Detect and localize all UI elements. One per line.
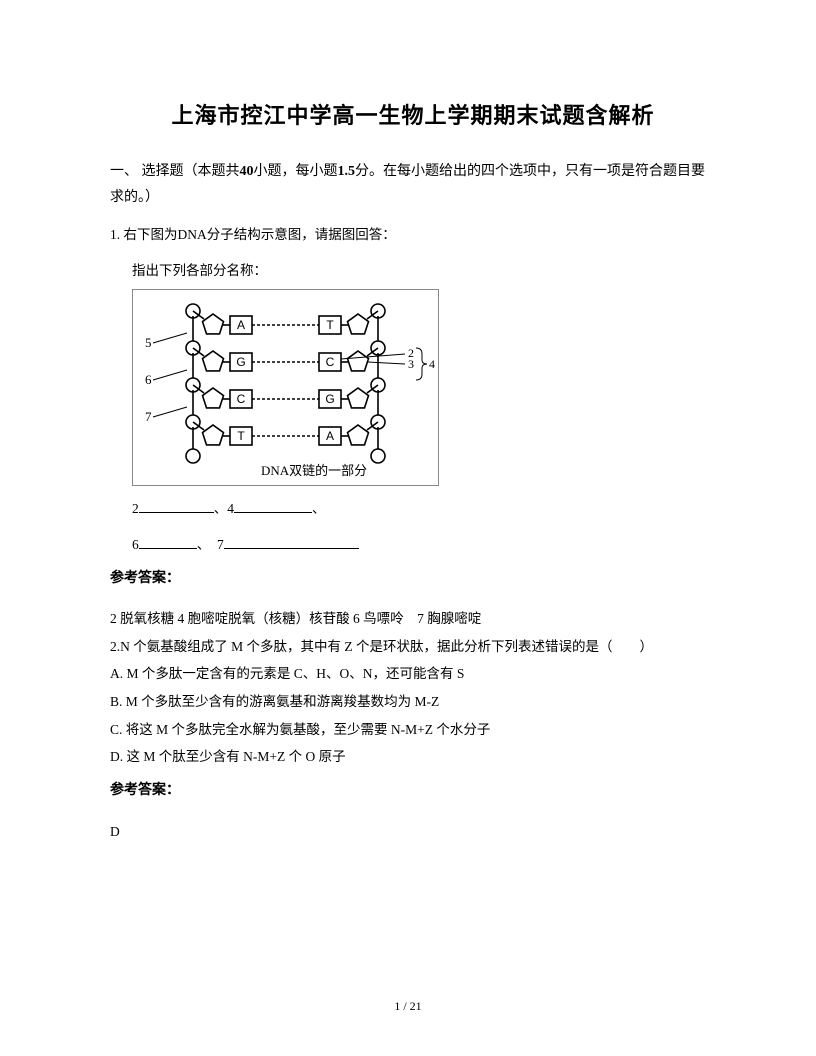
svg-text:T: T <box>326 318 334 332</box>
svg-text:C: C <box>326 355 335 369</box>
q2-answer-label: 参考答案： <box>110 778 716 805</box>
q2-option-d: D. 这 M 个肽至少含有 N-M+Z 个 O 原子 <box>110 744 716 770</box>
section-mid: 小题，每小题 <box>254 164 338 179</box>
svg-text:G: G <box>325 392 334 406</box>
q2-answer: D <box>110 819 716 845</box>
q2-option-a: A. M 个多肽一定含有的元素是 C、H、O、N，还可能含有 S <box>110 661 716 687</box>
blank-label-4: 、4 <box>214 501 234 516</box>
q1-answer-label: 参考答案： <box>110 566 716 593</box>
svg-text:C: C <box>237 392 246 406</box>
svg-text:A: A <box>326 429 334 443</box>
q1-blanks-line2: 6 、 7 <box>110 532 716 558</box>
q1-stem: 右下图为DNA分子结构示意图，请据图回答： <box>124 227 396 242</box>
svg-text:6: 6 <box>145 372 152 387</box>
svg-text:4: 4 <box>429 357 435 371</box>
blank-sep-1: 、 <box>312 501 326 516</box>
blank-6 <box>139 536 197 548</box>
q2-stem: N 个氨基酸组成了 M 个多肽，其中有 Z 个是环状肽，据此分析下列表述错误的是… <box>120 639 653 654</box>
section-prefix: 一、 选择题（本题共 <box>110 164 240 179</box>
blank-label-2: 2 <box>132 501 139 516</box>
blank-4 <box>234 501 312 513</box>
question-2: 2.N 个氨基酸组成了 M 个多肽，其中有 Z 个是环状肽，据此分析下列表述错误… <box>110 634 716 660</box>
q2-option-b: B. M 个多肽至少含有的游离氨基和游离羧基数均为 M-Z <box>110 689 716 715</box>
svg-text:T: T <box>237 429 245 443</box>
svg-text:5: 5 <box>145 335 152 350</box>
dna-svg: AGCTTCGA567234 <box>133 290 438 485</box>
blank-label-7: 、 7 <box>197 537 224 552</box>
question-1: 1. 右下图为DNA分子结构示意图，请据图回答： <box>110 222 716 248</box>
svg-text:7: 7 <box>145 409 152 424</box>
blank-2 <box>139 501 214 513</box>
q1-blanks-line1: 2 、4 、 <box>110 496 716 522</box>
svg-text:A: A <box>237 318 245 332</box>
q2-option-c: C. 将这 M 个多肽完全水解为氨基酸，至少需要 N-M+Z 个水分子 <box>110 717 716 743</box>
q2-num: 2. <box>110 639 120 654</box>
blank-label-6: 6 <box>132 537 139 552</box>
page-footer: 1 / 21 <box>0 995 816 1018</box>
q1-sub: 指出下列各部分名称： <box>110 258 716 284</box>
q-score: 1.5 <box>338 164 356 179</box>
q-count: 40 <box>240 164 254 179</box>
svg-text:3: 3 <box>408 357 414 371</box>
section-1-heading: 一、 选择题（本题共40小题，每小题1.5分。在每小题给出的四个选项中，只有一项… <box>110 159 716 212</box>
dna-diagram: AGCTTCGA567234 DNA双链的一部分 <box>132 289 439 486</box>
dna-caption: DNA双链的一部分 <box>261 459 367 484</box>
q1-num: 1. <box>110 227 120 242</box>
q1-answer-text: 2 脱氧核糖 4 胞嘧啶脱氧（核糖）核苷酸 6 鸟嘌呤 7 胸腺嘧啶 <box>110 606 716 632</box>
page-title: 上海市控江中学高一生物上学期期末试题含解析 <box>110 95 716 137</box>
blank-7 <box>224 536 359 548</box>
svg-text:G: G <box>236 355 245 369</box>
